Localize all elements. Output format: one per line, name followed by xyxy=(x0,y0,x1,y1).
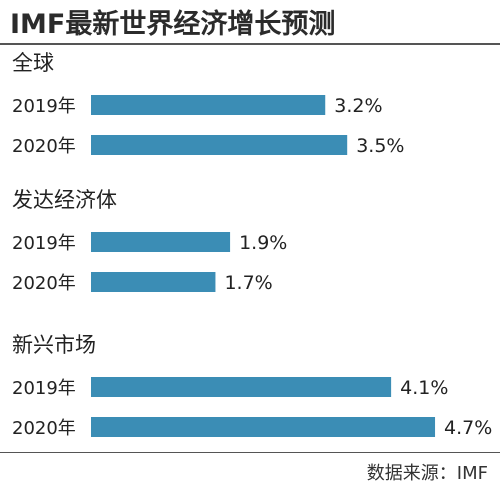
footer-divider xyxy=(0,452,500,453)
category-label: 2019年 xyxy=(12,378,76,399)
value-label: 1.9% xyxy=(239,232,287,254)
bar xyxy=(91,95,326,115)
bar xyxy=(91,272,216,292)
bar xyxy=(91,135,348,155)
source-note: 数据来源：IMF xyxy=(366,463,488,484)
group-label: 发达经济体 xyxy=(12,188,117,212)
bar xyxy=(91,377,392,397)
category-label: 2020年 xyxy=(12,136,76,157)
value-label: 3.5% xyxy=(356,135,404,157)
group-label: 新兴市场 xyxy=(12,333,96,357)
value-label: 4.1% xyxy=(400,377,448,399)
value-label: 3.2% xyxy=(334,95,382,117)
value-label: 4.7% xyxy=(444,417,492,439)
bar xyxy=(91,417,436,437)
bar xyxy=(91,232,231,252)
category-label: 2019年 xyxy=(12,96,76,117)
group-label: 全球 xyxy=(12,51,54,75)
title-divider xyxy=(0,43,500,45)
category-label: 2019年 xyxy=(12,233,76,254)
value-label: 1.7% xyxy=(224,272,272,294)
category-label: 2020年 xyxy=(12,418,76,439)
category-label: 2020年 xyxy=(12,273,76,294)
bar-chart: 全球 2019年 3.2% 2020年 3.5% 发达经济体 2019年 1.9% 2020年 1… xyxy=(12,51,492,439)
chart-title: IMF最新世界经济增长预测 xyxy=(10,9,336,40)
